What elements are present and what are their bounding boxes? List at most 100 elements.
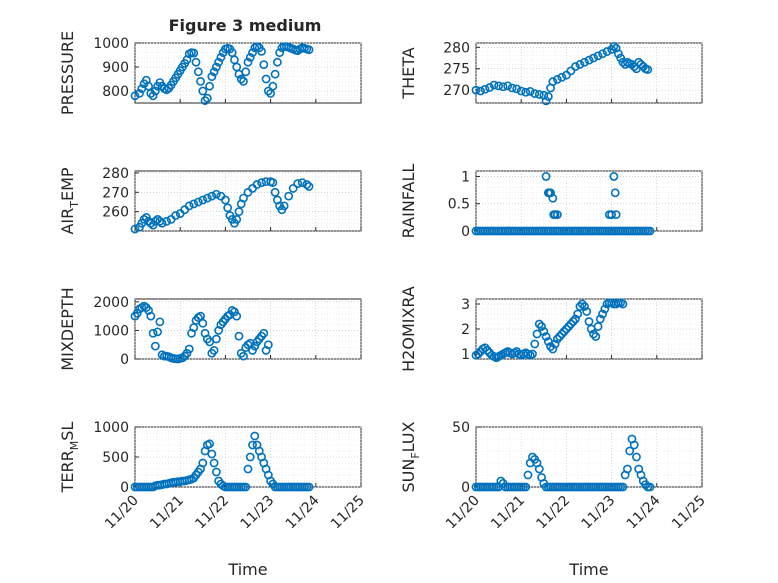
y-tick-label: 270	[443, 83, 470, 99]
y-tick-label: 0	[461, 224, 470, 240]
data-point	[616, 53, 626, 63]
data-point	[257, 47, 266, 56]
data-point	[575, 302, 585, 311]
data-point	[611, 210, 621, 220]
data-point	[250, 431, 260, 441]
data-point	[498, 82, 508, 92]
data-point	[196, 77, 205, 86]
data-point	[589, 329, 598, 339]
data-point	[263, 340, 273, 350]
data-point	[252, 180, 262, 189]
y-axis-label: SUNFLUX	[399, 421, 422, 492]
subplot-mixdepth: 0 1000 2000 MIXDEPTH	[58, 287, 362, 371]
data-point	[584, 317, 594, 326]
data-point	[643, 65, 653, 74]
y-tick-label: 1000	[93, 36, 129, 52]
data-point	[139, 214, 149, 224]
data-point	[155, 317, 165, 327]
data-point	[148, 328, 158, 338]
data-point	[132, 308, 142, 318]
data-point	[534, 464, 544, 474]
data-point	[525, 87, 535, 96]
data-point	[146, 311, 156, 321]
data-point	[293, 179, 303, 188]
data-point	[629, 440, 639, 450]
data-point	[543, 92, 553, 101]
y-tick-label: 50	[452, 420, 470, 436]
data-point	[243, 57, 253, 67]
data-point	[130, 91, 140, 101]
data-point	[537, 322, 546, 331]
subplot-theta: 270 275 280 THETA	[399, 40, 703, 106]
data-point	[539, 327, 549, 336]
data-point	[473, 349, 483, 359]
data-point	[259, 60, 269, 69]
y-tick-label: 1000	[93, 420, 129, 436]
y-tick-label: 3	[461, 297, 470, 313]
data-point	[471, 85, 481, 95]
subplot-pressure: 800 900 1000 PRESSURE	[58, 31, 362, 115]
y-axis-label: H2OMIXRA	[399, 286, 418, 372]
data-point	[207, 449, 217, 459]
data-point	[589, 53, 598, 63]
data-point	[234, 331, 244, 341]
data-point	[189, 48, 199, 58]
data-point	[528, 349, 537, 359]
data-point	[521, 87, 531, 97]
y-tick-label: 900	[102, 60, 129, 76]
data-point	[534, 319, 544, 329]
x-axis-label: Time	[227, 560, 267, 579]
data-point	[564, 322, 574, 331]
data-point	[584, 55, 594, 65]
data-point	[191, 57, 201, 67]
data-point	[209, 346, 219, 355]
data-point	[516, 86, 526, 96]
subplot-rainfall: 0 0.5 1 RAINFALL	[399, 164, 703, 240]
data-point	[245, 452, 255, 462]
data-point	[623, 464, 632, 474]
y-tick-label: 280	[102, 166, 129, 182]
data-point	[232, 214, 242, 224]
data-point	[257, 178, 266, 188]
data-point	[595, 314, 605, 324]
data-point	[205, 81, 214, 91]
data-point	[555, 332, 565, 341]
y-tick-label: 1	[461, 347, 470, 363]
data-point	[580, 57, 589, 67]
data-point	[211, 189, 221, 199]
data-point	[557, 72, 567, 82]
data-point	[304, 182, 314, 191]
data-point	[193, 197, 203, 207]
data-point	[494, 81, 503, 91]
y-tick-label: 0	[461, 480, 470, 496]
data-point	[610, 188, 620, 198]
data-point	[496, 476, 506, 486]
y-tick-label: 0	[120, 480, 129, 496]
data-point	[480, 84, 490, 94]
data-point	[211, 334, 221, 344]
data-point	[275, 48, 285, 57]
data-point	[602, 47, 612, 56]
data-point	[184, 201, 194, 211]
data-point	[609, 172, 619, 181]
data-point	[552, 334, 562, 344]
data-point	[618, 482, 628, 492]
y-tick-label: 800	[102, 84, 129, 100]
data-point	[232, 311, 242, 321]
data-point	[534, 90, 544, 99]
data-point	[270, 69, 280, 79]
data-point	[263, 86, 273, 96]
data-point	[618, 299, 628, 309]
figure-title: Figure 3 medium	[169, 16, 322, 35]
data-point	[573, 309, 583, 319]
data-point	[135, 89, 144, 98]
data-point	[268, 178, 278, 188]
data-point	[598, 49, 607, 59]
data-point	[150, 341, 160, 351]
data-point	[270, 187, 280, 197]
data-point	[250, 341, 260, 351]
data-point	[193, 67, 203, 77]
data-point	[239, 351, 248, 361]
